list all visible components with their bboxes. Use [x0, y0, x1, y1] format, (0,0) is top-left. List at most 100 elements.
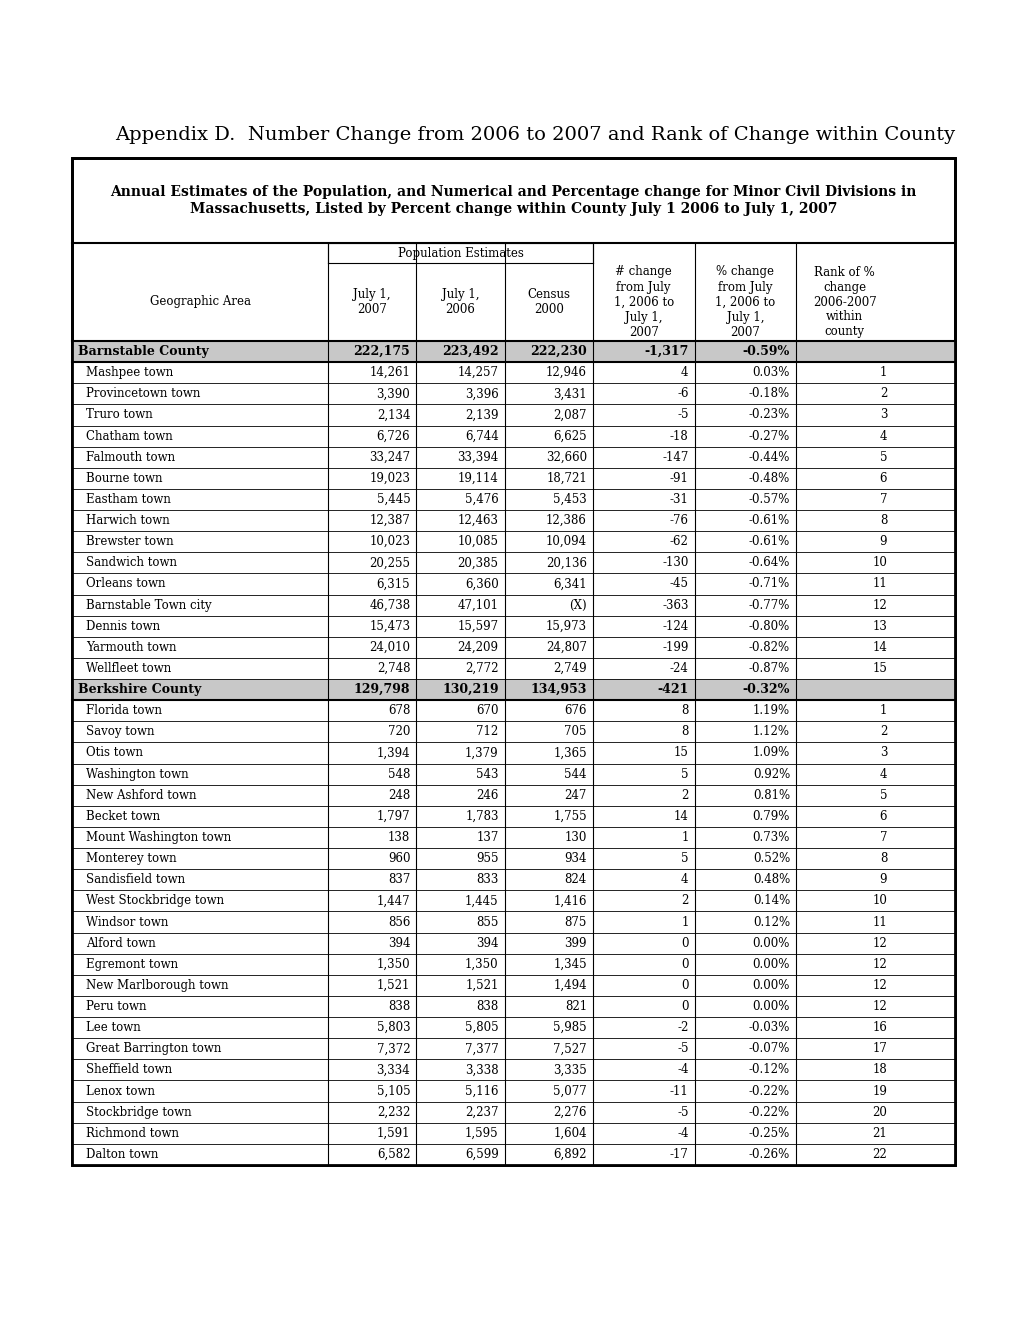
Text: Washington town: Washington town — [86, 768, 189, 780]
Text: -363: -363 — [661, 598, 688, 611]
Text: 0.03%: 0.03% — [752, 366, 790, 379]
Text: 17: 17 — [871, 1043, 887, 1055]
Text: -5: -5 — [677, 408, 688, 421]
Text: 712: 712 — [476, 726, 498, 738]
Text: 720: 720 — [387, 726, 410, 738]
Text: -0.64%: -0.64% — [748, 556, 790, 569]
Text: 5: 5 — [681, 768, 688, 780]
Text: 6,360: 6,360 — [465, 577, 498, 590]
Bar — [72, 158, 954, 1166]
Text: Stockbridge town: Stockbridge town — [86, 1106, 192, 1118]
Text: 0.79%: 0.79% — [752, 810, 790, 822]
Text: 3,390: 3,390 — [376, 387, 410, 400]
Bar — [72, 615, 954, 636]
Text: Lenox town: Lenox town — [86, 1085, 155, 1097]
Text: 0: 0 — [681, 979, 688, 991]
Bar — [72, 1081, 954, 1102]
Text: Sandwich town: Sandwich town — [86, 556, 177, 569]
Text: Chatham town: Chatham town — [86, 429, 172, 442]
Text: 24,209: 24,209 — [458, 640, 498, 653]
Text: 6,599: 6,599 — [465, 1148, 498, 1160]
Text: 1,365: 1,365 — [552, 747, 586, 759]
Text: % change
from July
1, 2006 to
July 1,
2007: % change from July 1, 2006 to July 1, 20… — [714, 265, 774, 338]
Text: 1,350: 1,350 — [465, 958, 498, 970]
Text: 0.00%: 0.00% — [752, 979, 790, 991]
Text: Barnstable County: Barnstable County — [77, 345, 209, 358]
Text: 2,237: 2,237 — [465, 1106, 498, 1118]
Bar — [72, 975, 954, 997]
Text: 222,230: 222,230 — [530, 345, 586, 358]
Text: 6: 6 — [878, 471, 887, 484]
Text: -6: -6 — [677, 387, 688, 400]
Text: -0.44%: -0.44% — [748, 450, 790, 463]
Text: 10: 10 — [871, 895, 887, 907]
Text: Sheffield town: Sheffield town — [86, 1064, 172, 1076]
Bar — [72, 657, 954, 678]
Text: 1: 1 — [681, 832, 688, 843]
Text: West Stockbridge town: West Stockbridge town — [86, 895, 224, 907]
Text: 10,085: 10,085 — [458, 535, 498, 548]
Text: Mount Washington town: Mount Washington town — [86, 832, 231, 843]
Bar — [72, 510, 954, 531]
Text: 1: 1 — [879, 705, 887, 717]
Text: 222,175: 222,175 — [354, 345, 410, 358]
Text: 544: 544 — [564, 768, 586, 780]
Text: -0.59%: -0.59% — [742, 345, 790, 358]
Text: Alford town: Alford town — [86, 937, 156, 949]
Text: -17: -17 — [669, 1148, 688, 1160]
Bar — [72, 1144, 954, 1166]
Text: -0.25%: -0.25% — [748, 1127, 790, 1139]
Text: Falmouth town: Falmouth town — [86, 450, 175, 463]
Text: Truro town: Truro town — [86, 408, 153, 421]
Text: 1.19%: 1.19% — [752, 705, 790, 717]
Bar — [72, 1060, 954, 1081]
Bar — [72, 890, 954, 912]
Text: -147: -147 — [661, 450, 688, 463]
Text: 32,660: 32,660 — [545, 450, 586, 463]
Text: 12,946: 12,946 — [545, 366, 586, 379]
Text: 1,445: 1,445 — [465, 895, 498, 907]
Text: 12: 12 — [871, 979, 887, 991]
Text: 3,431: 3,431 — [552, 387, 586, 400]
Text: -31: -31 — [669, 492, 688, 506]
Text: Harwich town: Harwich town — [86, 513, 169, 527]
Text: Otis town: Otis town — [86, 747, 143, 759]
Text: -4: -4 — [677, 1127, 688, 1139]
Text: -199: -199 — [661, 640, 688, 653]
Text: 2: 2 — [879, 726, 887, 738]
Text: 955: 955 — [476, 853, 498, 865]
Text: 6,315: 6,315 — [376, 577, 410, 590]
Text: 247: 247 — [565, 789, 586, 801]
Text: 3: 3 — [878, 408, 887, 421]
Text: 47,101: 47,101 — [458, 598, 498, 611]
Text: 5,453: 5,453 — [552, 492, 586, 506]
Text: 6,341: 6,341 — [552, 577, 586, 590]
Text: 6,582: 6,582 — [376, 1148, 410, 1160]
Text: 19,114: 19,114 — [458, 471, 498, 484]
Text: Windsor town: Windsor town — [86, 916, 168, 928]
Text: 223,492: 223,492 — [441, 345, 498, 358]
Text: 8: 8 — [879, 513, 887, 527]
Text: Provincetown town: Provincetown town — [86, 387, 200, 400]
Bar — [72, 763, 954, 784]
Text: 10,023: 10,023 — [369, 535, 410, 548]
Text: New Ashford town: New Ashford town — [86, 789, 197, 801]
Text: 1.12%: 1.12% — [752, 726, 790, 738]
Text: 2: 2 — [681, 789, 688, 801]
Text: 8: 8 — [879, 853, 887, 865]
Text: -0.22%: -0.22% — [748, 1085, 790, 1097]
Bar — [72, 573, 954, 594]
Text: 2,749: 2,749 — [552, 663, 586, 675]
Text: Mashpee town: Mashpee town — [86, 366, 173, 379]
Text: 24,010: 24,010 — [369, 640, 410, 653]
Text: 838: 838 — [388, 1001, 410, 1012]
Text: Yarmouth town: Yarmouth town — [86, 640, 176, 653]
Text: -0.27%: -0.27% — [748, 429, 790, 442]
Text: 3,334: 3,334 — [376, 1064, 410, 1076]
Text: 855: 855 — [476, 916, 498, 928]
Bar — [72, 1123, 954, 1144]
Text: 5,445: 5,445 — [376, 492, 410, 506]
Text: 833: 833 — [476, 874, 498, 886]
Text: 15: 15 — [673, 747, 688, 759]
Text: Population Estimates: Population Estimates — [397, 247, 523, 260]
